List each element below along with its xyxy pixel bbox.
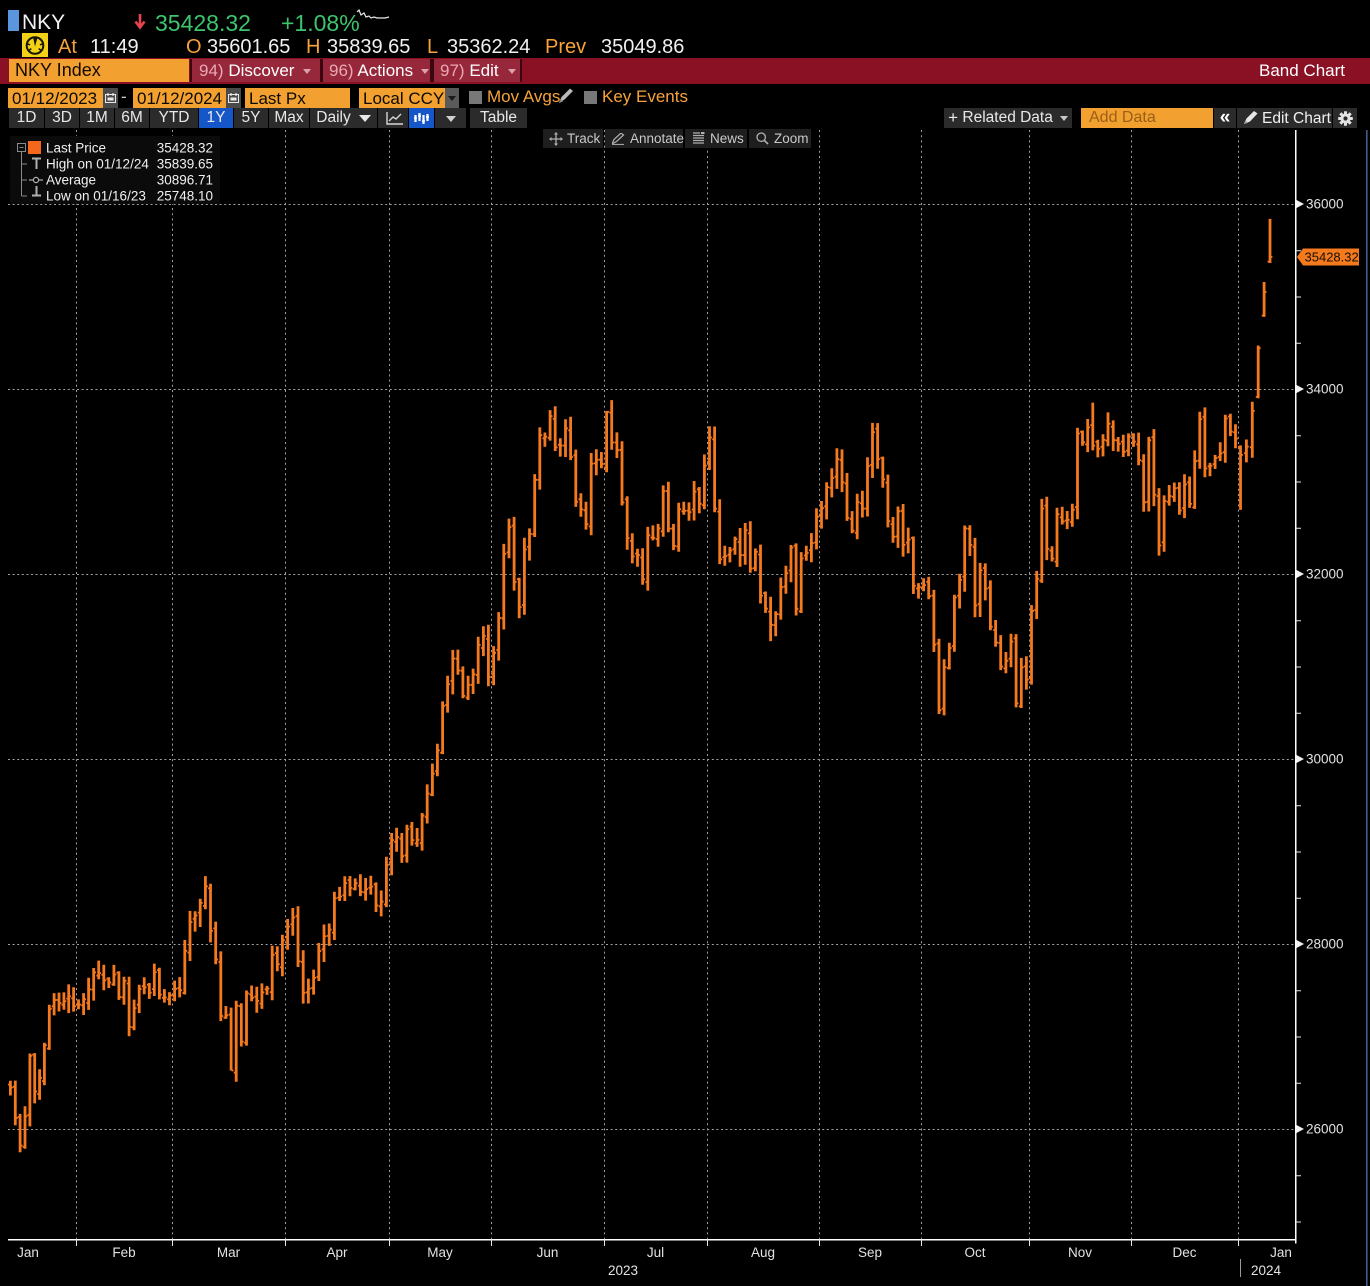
svg-text:25748.10: 25748.10: [157, 189, 213, 204]
svg-text:Jun: Jun: [537, 1245, 559, 1260]
svg-text:Average: Average: [46, 173, 96, 188]
svg-text:May: May: [427, 1245, 453, 1260]
svg-text:Oct: Oct: [964, 1245, 985, 1260]
svg-text:Jul: Jul: [647, 1245, 664, 1260]
svg-text:28000: 28000: [1306, 937, 1344, 952]
svg-text:30896.71: 30896.71: [157, 173, 213, 188]
svg-text:Nov: Nov: [1068, 1245, 1092, 1260]
svg-text:32000: 32000: [1306, 567, 1344, 582]
svg-text:Feb: Feb: [112, 1245, 135, 1260]
svg-text:30000: 30000: [1306, 752, 1344, 767]
svg-text:Apr: Apr: [326, 1245, 348, 1260]
svg-text:Last Price: Last Price: [46, 141, 106, 156]
svg-text:Low on 01/16/23: Low on 01/16/23: [46, 189, 146, 204]
svg-text:26000: 26000: [1306, 1122, 1344, 1137]
svg-text:Dec: Dec: [1172, 1245, 1196, 1260]
svg-text:Sep: Sep: [858, 1245, 882, 1260]
svg-text:Mar: Mar: [217, 1245, 241, 1260]
svg-text:2024: 2024: [1251, 1263, 1282, 1278]
svg-text:2023: 2023: [608, 1263, 638, 1278]
svg-text:35428.32: 35428.32: [157, 141, 213, 156]
svg-text:Jan: Jan: [17, 1245, 39, 1260]
svg-text:Jan: Jan: [1270, 1245, 1292, 1260]
svg-text:34000: 34000: [1306, 382, 1344, 397]
svg-text:35428.32: 35428.32: [1305, 250, 1359, 265]
svg-text:35839.65: 35839.65: [157, 157, 213, 172]
svg-text:Aug: Aug: [751, 1245, 775, 1260]
svg-text:36000: 36000: [1306, 197, 1344, 212]
svg-text:High on 01/12/24: High on 01/12/24: [46, 157, 149, 172]
